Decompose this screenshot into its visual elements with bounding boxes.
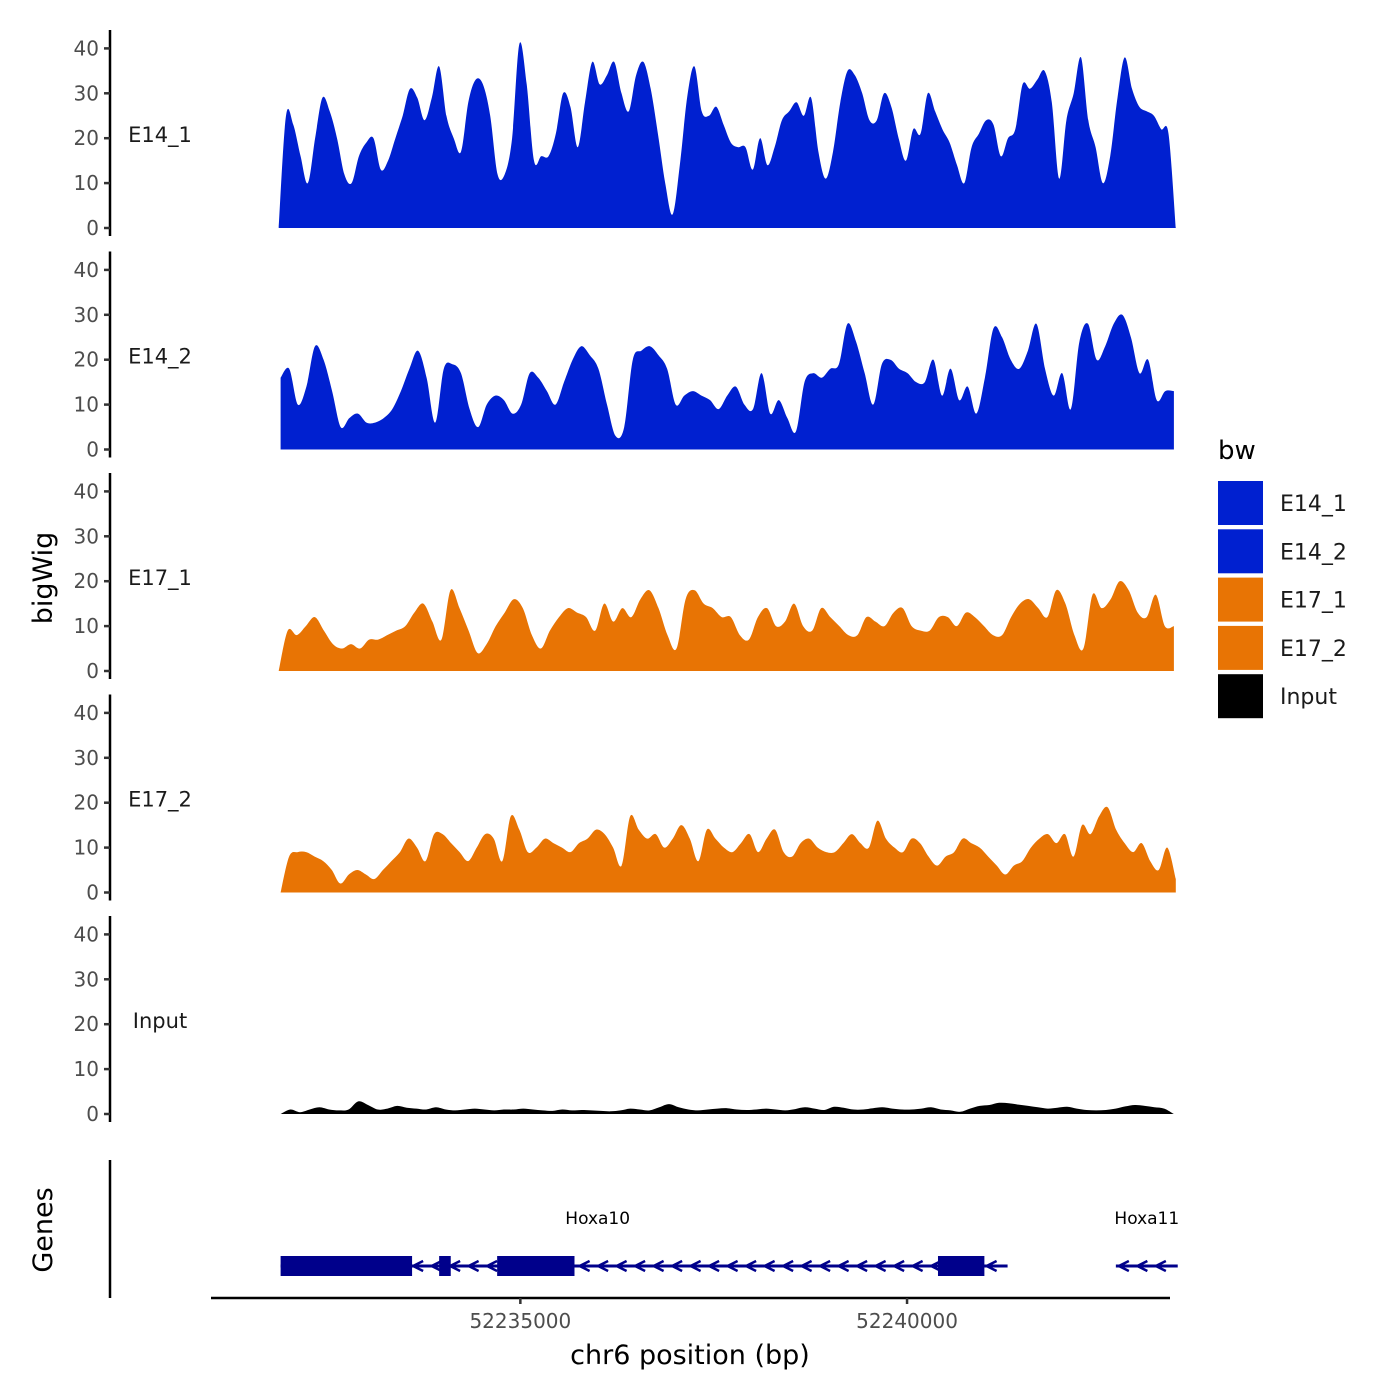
y-tick-label: 30 bbox=[74, 81, 99, 105]
strand-arrow bbox=[780, 1259, 794, 1273]
gene-exon bbox=[937, 1256, 985, 1276]
legend-label: Input bbox=[1280, 685, 1337, 710]
strand-arrow bbox=[872, 1259, 887, 1273]
strand-arrow bbox=[1153, 1259, 1167, 1273]
y-tick-label: 0 bbox=[86, 1102, 99, 1126]
gene-exon bbox=[280, 1256, 413, 1276]
strand-arrow bbox=[1134, 1259, 1148, 1273]
legend-label: E17_1 bbox=[1280, 589, 1347, 614]
y-axis-title: bigWig bbox=[28, 532, 59, 625]
strand-arrow bbox=[761, 1259, 776, 1273]
strand-arrow bbox=[854, 1259, 868, 1273]
y-tick-label: 40 bbox=[74, 479, 99, 503]
strand-arrow bbox=[465, 1259, 480, 1273]
coverage-area-e14-1 bbox=[278, 42, 1176, 228]
strand-arrow bbox=[928, 1259, 942, 1273]
strand-arrow bbox=[891, 1259, 905, 1273]
track-label: E14_1 bbox=[128, 123, 192, 148]
gene-exon bbox=[497, 1256, 575, 1276]
gene-label: Hoxa11 bbox=[1114, 1209, 1179, 1229]
genes-layer: Hoxa10 Hoxa11 bbox=[108, 1160, 1179, 1298]
strand-arrow bbox=[743, 1259, 757, 1273]
track-e14-2: 0 10 20 30 40 E14_2 bbox=[74, 251, 1174, 462]
strand-arrow bbox=[650, 1259, 665, 1273]
strand-arrow bbox=[817, 1259, 831, 1273]
strand-arrow bbox=[484, 1259, 498, 1273]
legend-swatch-e14-1 bbox=[1218, 481, 1263, 525]
legend-title: bw bbox=[1218, 436, 1256, 466]
tracks-layer: 0 10 20 30 40 E14_1 0 10 20 30 40 E14_2 0 10 20 30 40 E17… bbox=[74, 30, 1176, 1126]
y-tick-label: 0 bbox=[86, 216, 99, 240]
strand-arrow bbox=[1116, 1259, 1130, 1273]
track-label: E17_1 bbox=[128, 566, 192, 591]
strand-arrow bbox=[595, 1259, 609, 1273]
y-tick-label: 40 bbox=[74, 922, 99, 946]
legend-swatch-input bbox=[1218, 674, 1263, 719]
strand-arrow bbox=[410, 1259, 424, 1273]
y-tick-label: 10 bbox=[74, 614, 99, 638]
y-tick-label: 20 bbox=[74, 126, 99, 150]
y-tick-label: 10 bbox=[74, 836, 99, 860]
genes-axis-title: Genes bbox=[28, 1187, 59, 1272]
strand-arrow bbox=[428, 1259, 443, 1273]
strand-arrow bbox=[687, 1259, 702, 1273]
legend: bw E14_1 E14_2 E17_1 E17_2 Input bbox=[1218, 436, 1347, 719]
x-axis: 52235000 52240000 bbox=[211, 1296, 1170, 1333]
x-axis-title: chr6 position (bp) bbox=[570, 1340, 810, 1371]
y-tick-label: 30 bbox=[74, 524, 99, 548]
coverage-area-e14-2 bbox=[280, 314, 1174, 450]
legend-label: E14_2 bbox=[1280, 540, 1347, 565]
gene-hoxa10: Hoxa10 bbox=[280, 1209, 1008, 1276]
y-tick-label: 30 bbox=[74, 746, 99, 770]
gene-exon bbox=[439, 1256, 451, 1276]
x-tick-label: 52235000 bbox=[469, 1309, 571, 1333]
y-tick-label: 10 bbox=[74, 171, 99, 195]
y-tick-label: 20 bbox=[74, 791, 99, 815]
legend-label: E14_1 bbox=[1280, 492, 1347, 517]
gene-label: Hoxa10 bbox=[565, 1209, 630, 1229]
y-tick-label: 10 bbox=[74, 1057, 99, 1081]
strand-arrow bbox=[909, 1259, 924, 1273]
coverage-area-e17-1 bbox=[278, 580, 1174, 671]
strand-arrow bbox=[613, 1259, 628, 1273]
strand-arrow bbox=[835, 1259, 850, 1273]
y-tick-label: 10 bbox=[74, 393, 99, 417]
y-tick-label: 40 bbox=[74, 258, 99, 282]
y-tick-label: 20 bbox=[74, 569, 99, 593]
strand-arrow bbox=[724, 1259, 739, 1273]
legend-swatch-e17-1 bbox=[1218, 577, 1263, 622]
track-e17-1: 0 10 20 30 40 E17_1 bbox=[74, 473, 1174, 683]
x-tick-label: 52240000 bbox=[856, 1309, 958, 1333]
y-tick-label: 40 bbox=[74, 36, 99, 60]
strand-arrow bbox=[576, 1259, 591, 1273]
legend-swatch-e17-2 bbox=[1218, 625, 1263, 670]
strand-arrow bbox=[798, 1259, 813, 1273]
legend-swatch-e14-2 bbox=[1218, 529, 1263, 574]
y-tick-label: 0 bbox=[86, 881, 99, 905]
y-tick-label: 0 bbox=[86, 659, 99, 683]
track-input: 0 10 20 30 40 Input bbox=[74, 916, 1174, 1126]
y-tick-label: 20 bbox=[74, 348, 99, 372]
y-tick-label: 30 bbox=[74, 303, 99, 327]
track-label: E17_2 bbox=[128, 788, 192, 813]
track-e17-2: 0 10 20 30 40 E17_2 bbox=[74, 694, 1176, 905]
coverage-area-input bbox=[280, 1101, 1174, 1114]
strand-arrow bbox=[632, 1259, 646, 1273]
strand-arrow bbox=[983, 1259, 998, 1273]
y-tick-label: 20 bbox=[74, 1012, 99, 1036]
y-tick-label: 30 bbox=[74, 967, 99, 991]
coverage-area-e17-2 bbox=[280, 806, 1176, 893]
track-label: E14_2 bbox=[128, 345, 192, 370]
gene-hoxa11: Hoxa11 bbox=[1114, 1209, 1179, 1273]
strand-arrow bbox=[706, 1259, 720, 1273]
strand-arrow bbox=[669, 1259, 683, 1273]
track-e14-1: 0 10 20 30 40 E14_1 bbox=[74, 30, 1176, 240]
y-tick-label: 40 bbox=[74, 701, 99, 725]
track-label: Input bbox=[133, 1009, 187, 1033]
y-tick-label: 0 bbox=[86, 438, 99, 462]
legend-label: E17_2 bbox=[1280, 637, 1347, 662]
